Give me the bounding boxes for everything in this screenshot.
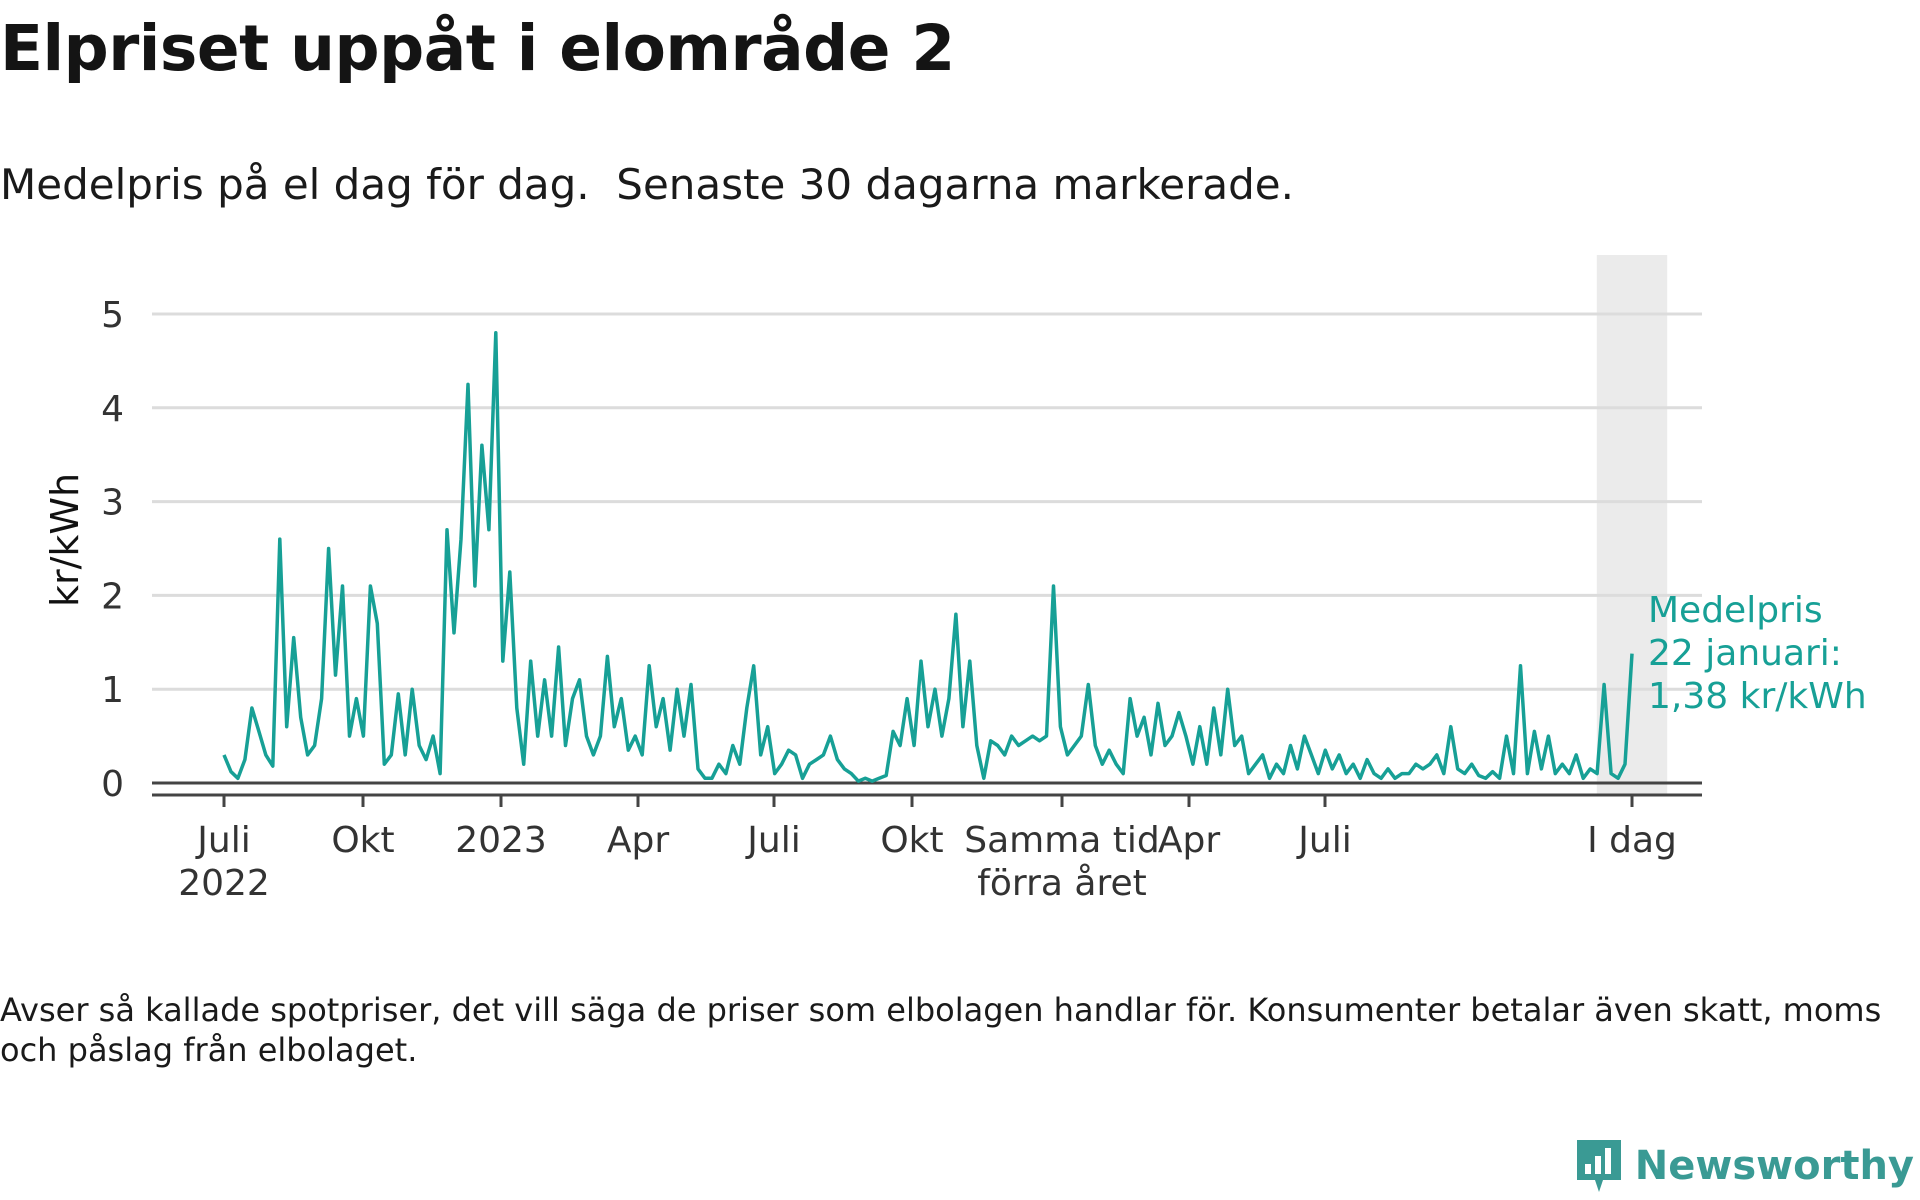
x-tick-label: Apr	[1158, 820, 1220, 861]
x-tick-label: Juli	[1296, 820, 1351, 861]
annotation-line-3: 1,38 kr/kWh	[1648, 676, 1867, 717]
series-line-1	[222, 331, 1634, 783]
highlight-bands	[1596, 255, 1668, 795]
x-tick-label: Okt	[331, 820, 394, 861]
y-tick-label: 0	[101, 764, 124, 805]
y-tick-label: 1	[101, 670, 124, 711]
y-tick-label: 4	[101, 389, 124, 430]
x-tick-label: 2023	[455, 820, 547, 861]
newsworthy-logo: Newsworthy	[1573, 1136, 1914, 1196]
footnote: Avser så kallade spotpriser, det vill sä…	[0, 991, 1882, 1069]
chart-subtitle: Medelpris på el dag för dag. Senaste 30 …	[0, 160, 1294, 209]
y-tick-label: 2	[101, 576, 124, 617]
x-tick-label: Juli	[745, 820, 800, 861]
page-title: Elpriset uppåt i elområde 2	[0, 12, 955, 85]
x-tick-label: Samma tid	[964, 820, 1160, 861]
x-tick-label: Juli	[195, 820, 250, 861]
y-gridlines	[152, 312, 1702, 785]
logo-text: Newsworthy	[1634, 1143, 1914, 1189]
price-series	[222, 331, 1634, 783]
highlight-band-1	[1596, 255, 1668, 795]
annotation-line-2: 22 januari:	[1648, 633, 1842, 674]
y-tick-label: 5	[101, 295, 124, 336]
chart-bubble-icon	[1576, 1140, 1621, 1192]
x-tick-label: 2022	[178, 863, 270, 904]
x-tick-label: Okt	[880, 820, 943, 861]
x-tick-label: Apr	[607, 820, 669, 861]
y-tick-label: 3	[101, 483, 124, 524]
annotation-line-1: Medelpris	[1648, 590, 1823, 631]
y-axis-label: kr/kWh	[43, 473, 87, 607]
x-tick-label: förra året	[977, 863, 1147, 904]
x-tick-label: I dag	[1587, 820, 1677, 861]
y-tick-labels: 0 1 2 3 4 5	[101, 295, 124, 805]
